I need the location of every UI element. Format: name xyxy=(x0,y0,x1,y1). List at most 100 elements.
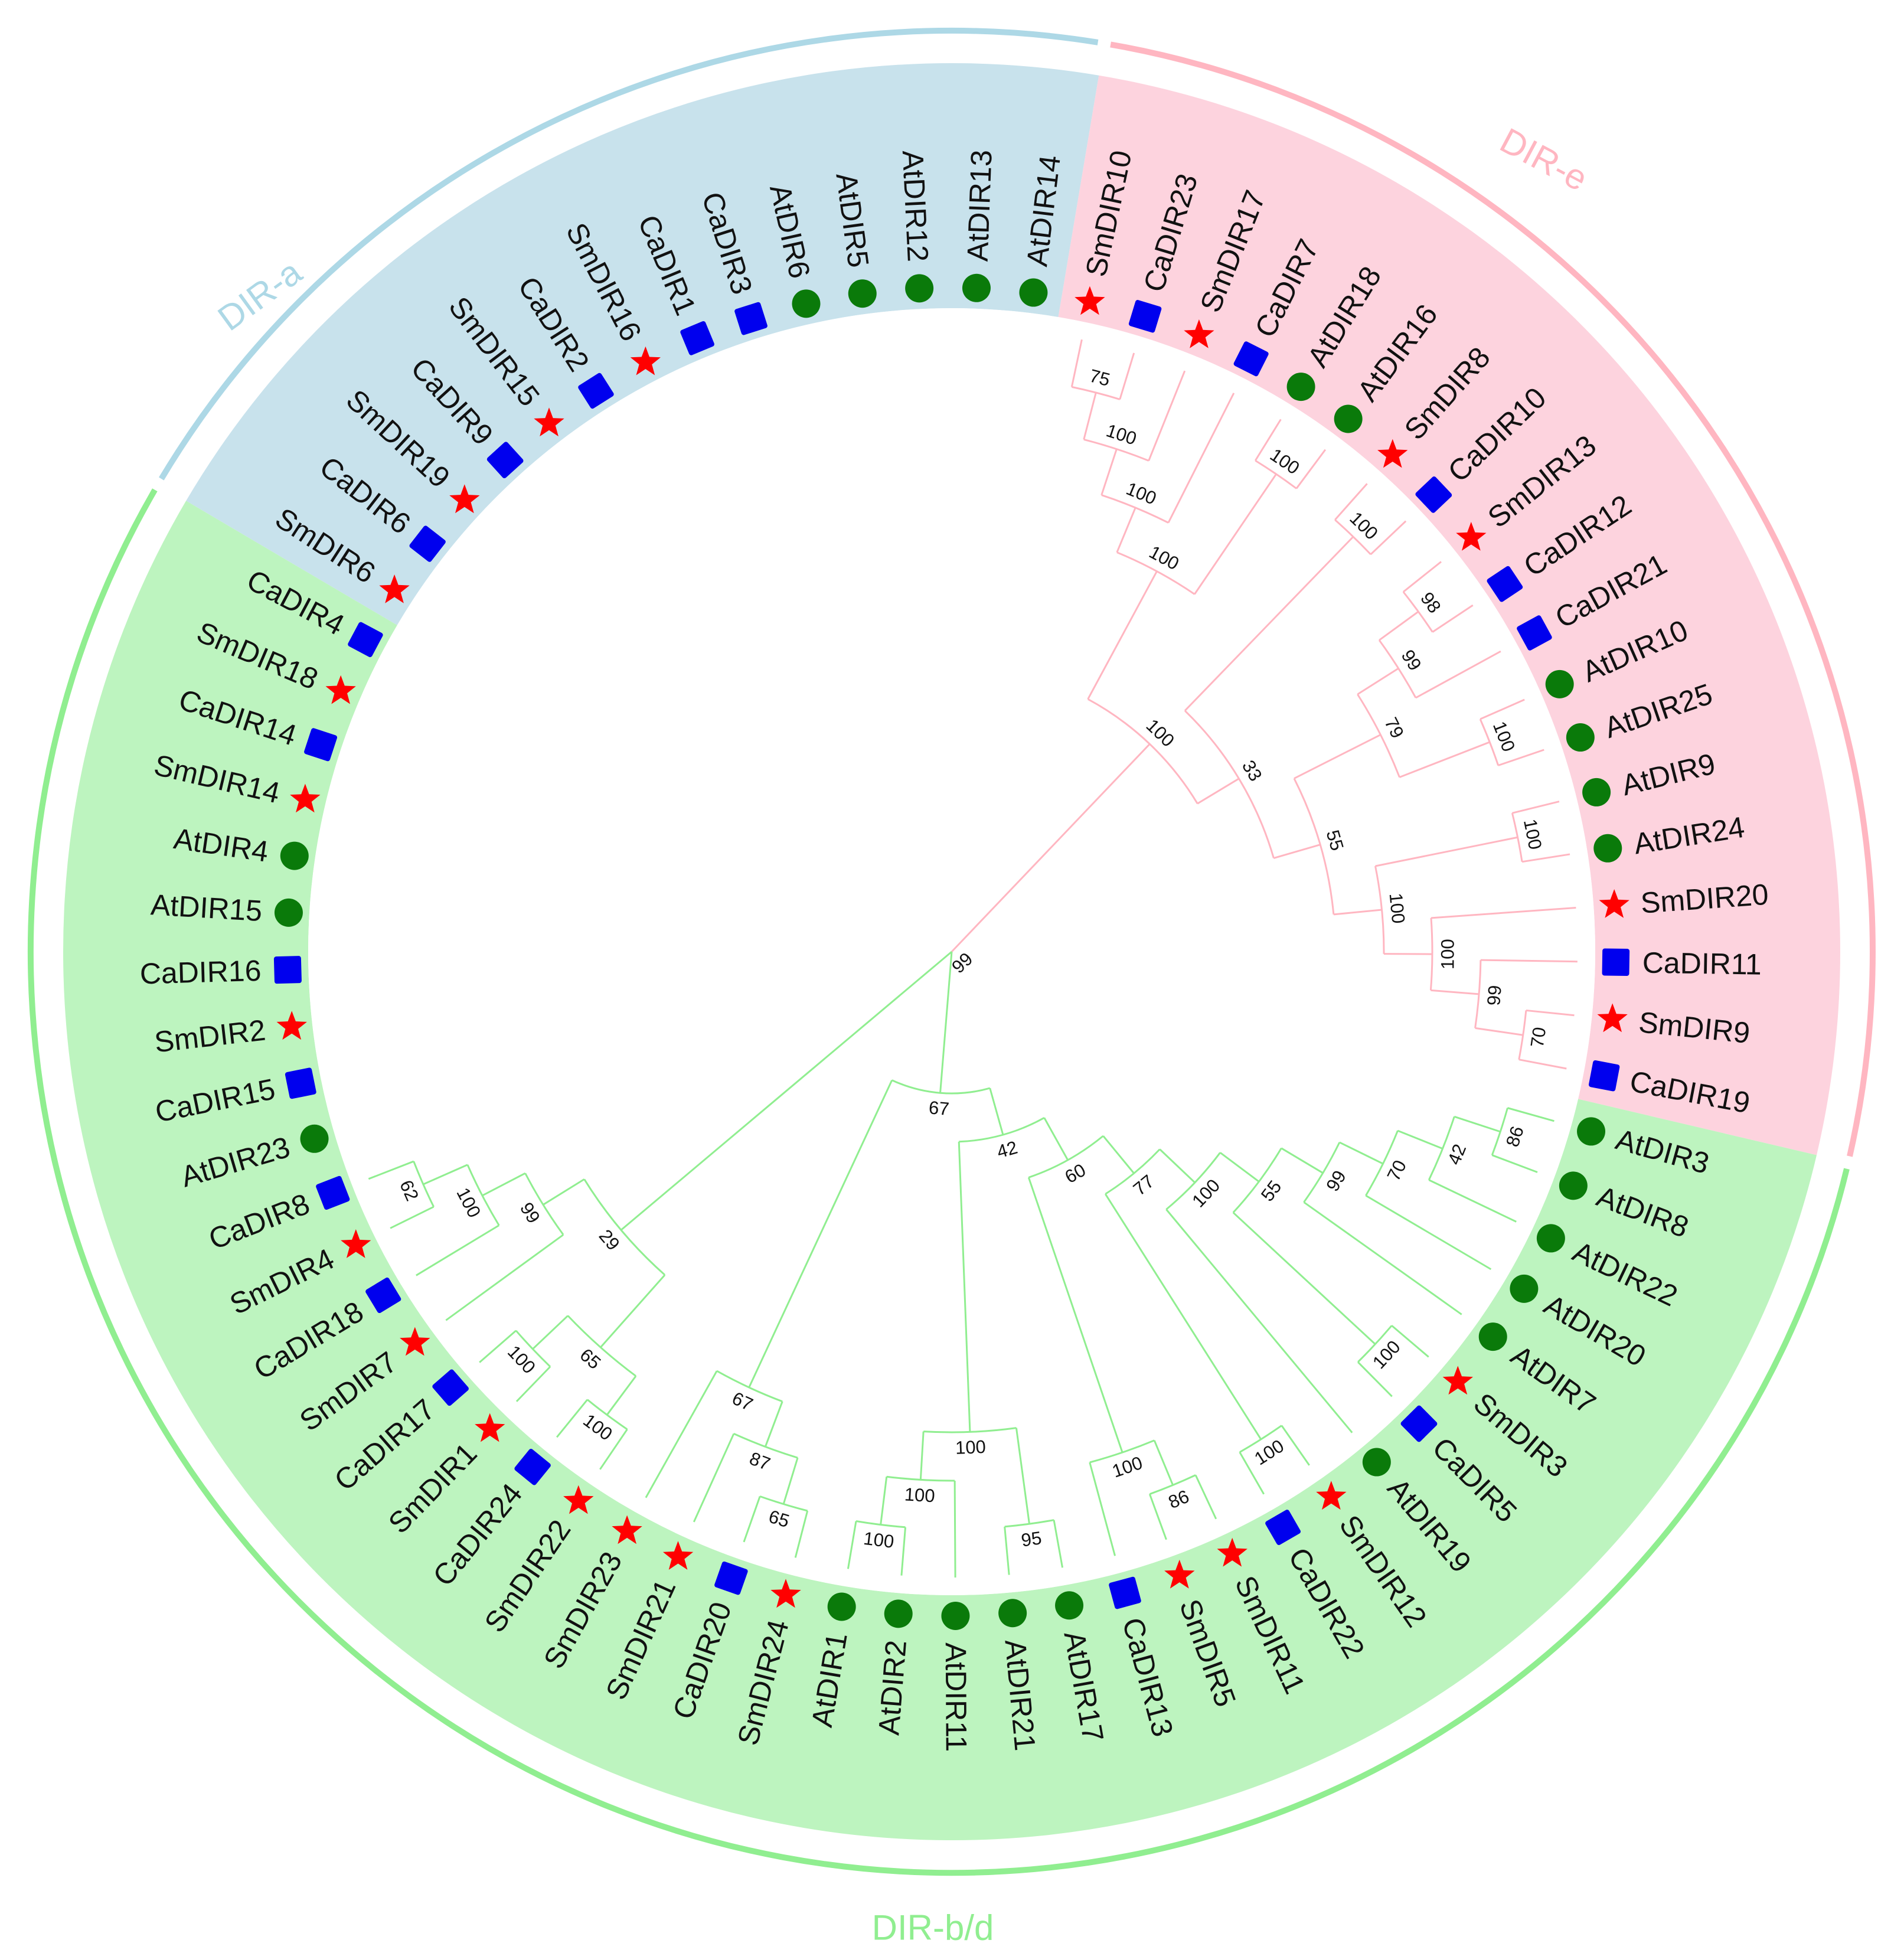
branch xyxy=(951,743,1151,953)
square-marker-icon xyxy=(734,302,768,335)
branch xyxy=(1431,989,1480,995)
square-marker-icon xyxy=(486,442,524,479)
branch xyxy=(1379,610,1419,641)
bootstrap-value: 100 xyxy=(1385,892,1409,925)
branch xyxy=(1432,604,1474,633)
branch xyxy=(748,1079,893,1388)
branch xyxy=(515,1366,551,1402)
square-marker-icon xyxy=(1517,615,1552,651)
branch xyxy=(1339,1141,1384,1165)
branch xyxy=(989,1087,1004,1135)
branch xyxy=(1357,1361,1393,1397)
branch xyxy=(368,1160,414,1180)
circle-marker-icon xyxy=(1055,1591,1084,1620)
arc-dir-a xyxy=(159,28,1099,481)
branch xyxy=(1053,1520,1064,1568)
branch xyxy=(1399,741,1490,778)
branch xyxy=(1083,392,1097,440)
star-marker-icon xyxy=(563,1485,594,1514)
branch xyxy=(1070,339,1083,387)
branch xyxy=(880,1477,888,1525)
branch xyxy=(1148,370,1186,462)
branch-arc xyxy=(1101,494,1169,524)
leaf-label: AtDIR12 xyxy=(896,149,935,262)
branch xyxy=(1281,1147,1324,1174)
bootstrap-value: 100 xyxy=(904,1484,936,1506)
square-marker-icon xyxy=(285,1067,316,1099)
square-marker-icon xyxy=(304,728,338,762)
bootstrap-value: 95 xyxy=(1020,1527,1043,1550)
branch xyxy=(1089,1462,1116,1556)
branch xyxy=(600,1274,666,1348)
star-marker-icon xyxy=(1442,1366,1473,1395)
branch xyxy=(445,1234,564,1321)
circle-marker-icon xyxy=(274,898,303,927)
branch xyxy=(1303,1201,1462,1315)
tree-branches xyxy=(368,339,1578,1578)
circle-marker-icon xyxy=(827,1592,856,1621)
arc-dir-bd xyxy=(27,488,1850,1876)
branch xyxy=(1239,1451,1265,1495)
branch xyxy=(1491,1154,1538,1173)
branch xyxy=(693,1433,735,1523)
branch xyxy=(1184,536,1354,711)
branch xyxy=(847,1521,857,1569)
leaf-label: CaDIR16 xyxy=(139,954,262,991)
branch xyxy=(1167,393,1235,524)
branch-arc xyxy=(1378,639,1417,698)
circle-marker-icon xyxy=(1593,834,1622,863)
branch xyxy=(1357,667,1399,695)
branch-arc xyxy=(1474,960,1482,1028)
branch xyxy=(543,1178,585,1206)
star-marker-icon xyxy=(1184,319,1214,348)
clade-label-dir-bd: DIR-b/d xyxy=(872,1908,994,1948)
star-marker-icon xyxy=(630,346,661,375)
branch xyxy=(1119,352,1135,400)
branch xyxy=(1100,449,1118,496)
branch-arc xyxy=(1365,1130,1399,1196)
star-marker-icon xyxy=(325,675,356,704)
star-marker-icon xyxy=(341,1229,371,1258)
star-marker-icon xyxy=(1217,1537,1247,1567)
circle-marker-icon xyxy=(1334,404,1363,433)
square-marker-icon xyxy=(714,1561,748,1595)
branch xyxy=(1391,1325,1429,1358)
branch xyxy=(1232,1211,1376,1345)
branch xyxy=(1194,473,1277,595)
branch-arc xyxy=(1357,694,1400,778)
branch-arc xyxy=(923,1427,1017,1433)
circle-marker-icon xyxy=(1362,1448,1391,1477)
leaf-label: AtDIR2 xyxy=(872,1639,913,1736)
branch xyxy=(1512,801,1560,814)
branch xyxy=(1507,1107,1554,1122)
branch xyxy=(1475,1027,1523,1036)
square-marker-icon xyxy=(1588,1060,1620,1092)
circle-marker-icon xyxy=(962,273,991,302)
star-marker-icon xyxy=(475,1413,505,1442)
branch xyxy=(620,951,952,1231)
branch xyxy=(1027,1177,1124,1453)
square-marker-icon xyxy=(1109,1576,1141,1609)
branch xyxy=(1159,1148,1196,1184)
branch xyxy=(1365,1194,1492,1271)
branch xyxy=(1521,853,1570,863)
branch xyxy=(1102,1135,1135,1174)
branch xyxy=(423,1164,468,1185)
square-marker-icon xyxy=(578,373,614,409)
branch xyxy=(958,1141,971,1432)
branch-arc xyxy=(1028,1135,1104,1178)
branch xyxy=(482,1172,526,1197)
circle-marker-icon xyxy=(1566,723,1595,752)
branch xyxy=(390,1206,435,1229)
circle-marker-icon xyxy=(1545,669,1574,698)
circle-marker-icon xyxy=(280,841,309,870)
star-marker-icon xyxy=(1599,889,1629,918)
branch xyxy=(1116,507,1136,553)
branch-arc xyxy=(1083,438,1149,462)
circle-marker-icon xyxy=(1582,778,1611,806)
branch-arc xyxy=(886,1475,955,1482)
branch-arc xyxy=(1071,386,1121,400)
branch-arc xyxy=(1116,551,1196,595)
square-marker-icon xyxy=(1602,948,1630,976)
branch xyxy=(1370,520,1407,556)
